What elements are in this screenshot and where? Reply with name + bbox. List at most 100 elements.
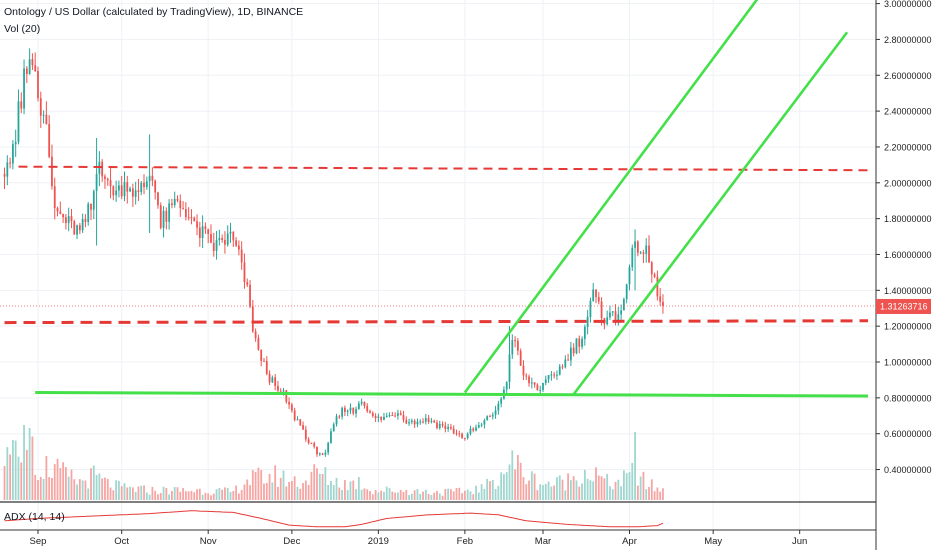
candle-body [508,354,511,383]
candle-body [332,424,335,432]
volume-bar [229,492,232,500]
axes: 3.00000000 2.80000000 2.60000000 2.40000000… [30,0,932,550]
candle-body [575,338,578,354]
candle-body [321,453,324,455]
volume-bar [349,481,352,500]
volume-bar [500,472,503,500]
time-tick-label: Jun [792,536,807,547]
volume-bar [410,493,413,500]
volume-bar [37,479,39,500]
drawing-tools[interactable] [4,0,869,398]
volume-bar [561,479,564,500]
price-tick-label: 2.60000000 [884,71,932,81]
volume-bar [73,479,76,500]
volume-bar [413,490,416,500]
volume-bar [625,473,628,500]
candle-body [129,188,131,192]
candle-body [447,426,450,429]
volume-bar [296,486,299,500]
volume-bar [324,467,327,500]
volume-bar [304,480,307,500]
volume-bar [656,487,659,500]
candle-body [53,186,56,209]
candle-body [277,385,279,391]
volume-bar [455,488,458,500]
candle-body [346,410,349,412]
candle-body [318,453,321,455]
candle-body [600,301,603,319]
candle-body [296,419,299,421]
time-tick-label: Dec [283,536,300,547]
volume-bar [645,489,648,500]
volume-bar [184,491,187,500]
volume-bar [171,490,173,500]
candle-body [525,375,528,377]
candle-body [313,443,316,447]
candle-body [109,180,112,187]
volume-bar [112,490,115,500]
candle-body [37,71,39,99]
candle-body [606,317,609,325]
volume-bar [17,456,20,500]
candle-body [433,420,436,423]
candle-body [645,245,648,254]
candle-body [92,191,95,210]
candle-body [374,415,377,419]
volume-bar [123,483,126,500]
volume-bar [76,484,78,500]
volume-bar [176,487,179,500]
volume-bar [583,469,586,500]
candle-body [73,221,76,235]
volume-bar [466,489,469,500]
candle-body [564,359,567,368]
candle-body [210,233,212,243]
volume-bar [539,484,542,500]
volume-bar [148,494,151,500]
candle-body [547,375,550,380]
candle-body [279,390,282,392]
volume-bar [118,480,120,500]
candle-body [553,374,556,376]
candle-body [179,200,182,209]
volume-bar [363,488,366,500]
candle-body [324,452,327,455]
volume-bar [285,486,288,500]
volume-bar [201,494,204,500]
candle-body [410,420,413,423]
candle-body [522,365,525,376]
volume-bar [11,439,14,500]
candle-body [550,374,553,376]
candle-body [424,418,427,422]
candle-body [56,208,59,212]
candle-body [341,407,344,417]
candle-body [171,203,173,206]
volume-bar [129,486,131,500]
volume-bar [567,473,569,500]
candle-body [491,414,494,417]
candle-body [558,366,561,375]
volume-bar [157,494,159,500]
candle-body [101,161,104,177]
volume-bar [352,480,355,500]
volume-bar [662,488,664,500]
candle-body [327,442,330,453]
volume-bar [508,464,511,500]
candle-body [623,299,625,311]
candle-body [134,190,137,197]
candle-body [480,424,483,426]
volume-bar [101,478,104,500]
candle-body [62,214,65,218]
candle-body [78,225,81,231]
horizontal-line-3 [35,390,869,398]
volume-bar [290,480,293,500]
candle-body [572,347,575,354]
volume-bar [249,485,251,500]
volume-bar [51,477,53,500]
volume-bar [341,490,344,500]
candle-body [59,211,62,215]
candle-body [154,180,157,193]
candle-body [597,296,600,302]
candle-body [366,405,369,412]
